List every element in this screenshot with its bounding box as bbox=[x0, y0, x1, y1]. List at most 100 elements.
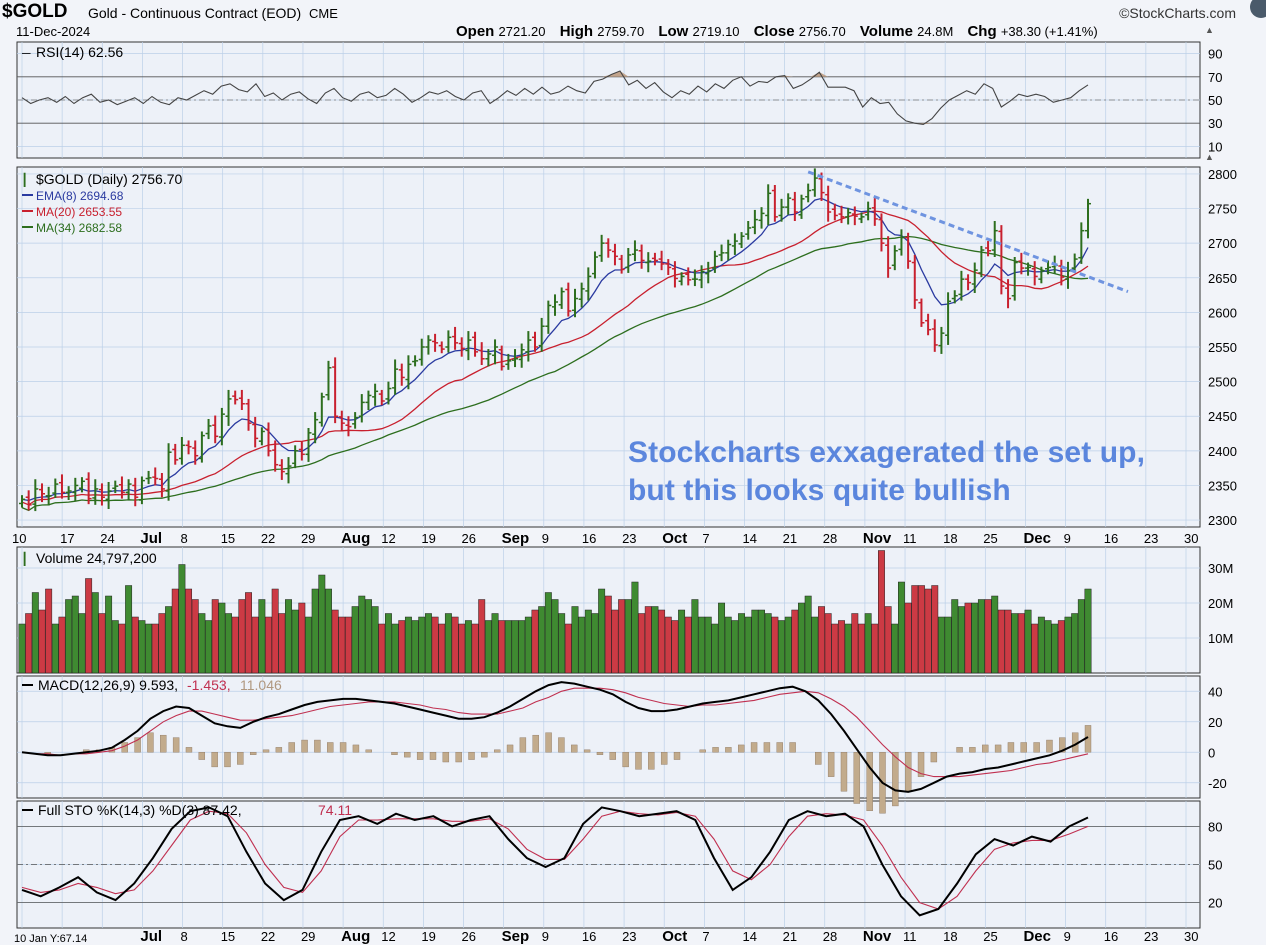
volume-bar bbox=[225, 613, 232, 674]
price-legend-icon: ┃ bbox=[21, 172, 28, 187]
macd-histogram-bar bbox=[339, 742, 347, 753]
macd-histogram-bar bbox=[442, 752, 450, 763]
macd-histogram-bar bbox=[391, 752, 398, 755]
volume-bar bbox=[404, 616, 412, 674]
volume-bar bbox=[824, 613, 832, 674]
volume-bar bbox=[378, 623, 386, 674]
volume-bar bbox=[871, 623, 879, 674]
volume-bar bbox=[658, 609, 666, 674]
x-axis-label: 21 bbox=[783, 531, 797, 546]
chart-annotation: Stockcharts exxagerated the set up, but … bbox=[628, 434, 1145, 510]
volume-bar bbox=[811, 616, 819, 674]
price-tick-label: 2550 bbox=[1208, 340, 1237, 355]
macd-histogram-bar bbox=[609, 752, 616, 760]
volume-bar bbox=[718, 602, 726, 674]
legend-entry: MA(34) 2682.58 bbox=[36, 221, 122, 235]
macd-histogram-bar bbox=[352, 744, 360, 753]
x-axis-label: 29 bbox=[301, 531, 315, 546]
volume-bar bbox=[804, 595, 812, 674]
macd-histogram-bar bbox=[969, 747, 976, 753]
volume-bar bbox=[365, 599, 372, 674]
volume-bar bbox=[651, 606, 659, 674]
sto-title: Full STO %K(14,3) %D(3) 87.42, bbox=[38, 802, 242, 818]
price-tick-label: 2600 bbox=[1208, 305, 1237, 320]
macd-histogram-bar bbox=[1020, 742, 1027, 753]
macd-histogram-bar bbox=[468, 752, 475, 760]
volume-bar bbox=[964, 602, 972, 674]
x-axis-label: 30 bbox=[1184, 531, 1198, 546]
x-axis-label: Nov bbox=[863, 530, 892, 547]
volume-bar bbox=[31, 592, 39, 674]
volume-bar bbox=[791, 609, 799, 674]
volume-bar bbox=[45, 588, 53, 674]
volume-bar bbox=[644, 606, 652, 674]
macd-histogram-bar bbox=[314, 739, 321, 753]
price-tick-label: 2500 bbox=[1208, 375, 1237, 390]
x-axis-label: 15 bbox=[221, 531, 235, 546]
volume-bar bbox=[311, 588, 319, 674]
volume-bar bbox=[931, 585, 939, 674]
volume-bar bbox=[298, 602, 306, 674]
volume-bar bbox=[518, 620, 526, 674]
volume-bar bbox=[744, 616, 752, 674]
exchange-text: CME bbox=[308, 6, 338, 21]
volume-bar bbox=[944, 616, 952, 674]
annotation-line-1: Stockcharts exxagerated the set up, bbox=[628, 436, 1146, 469]
price-tick-label: 2300 bbox=[1208, 513, 1237, 528]
volume-bar bbox=[957, 606, 965, 674]
macd-histogram-bar bbox=[956, 747, 963, 753]
volume-bar bbox=[398, 620, 406, 674]
volume-bar bbox=[211, 599, 219, 674]
macd-tick-label: -20 bbox=[1208, 776, 1227, 791]
x-axis-label-bottom: 7 bbox=[702, 929, 709, 944]
x-axis-label: 9 bbox=[542, 531, 549, 546]
x-axis-label: 26 bbox=[462, 531, 476, 546]
macd-histogram-bar bbox=[288, 742, 295, 753]
x-axis-label: 24 bbox=[100, 531, 114, 546]
x-axis-label-bottom: Oct bbox=[662, 928, 687, 945]
volume-bar bbox=[604, 595, 612, 674]
volume-bar bbox=[818, 606, 825, 674]
volume-bar bbox=[691, 599, 699, 674]
volume-tick-label: 30M bbox=[1208, 561, 1233, 576]
x-axis-label-bottom: 22 bbox=[261, 929, 275, 944]
x-axis-label-bottom: 16 bbox=[582, 929, 596, 944]
macd-histogram-bar bbox=[763, 742, 771, 753]
volume-bar bbox=[491, 613, 499, 674]
x-axis-label: 23 bbox=[622, 531, 636, 546]
macd-histogram-bar bbox=[211, 752, 218, 768]
volume-title: Volume 24,797,200 bbox=[36, 550, 157, 566]
volume-bar bbox=[698, 616, 706, 674]
volume-bar bbox=[678, 609, 686, 674]
macd-histogram-bar bbox=[596, 752, 604, 755]
macd-histogram-bar bbox=[750, 742, 758, 753]
volume-bar bbox=[784, 616, 792, 674]
close-value: 2756.70 bbox=[798, 24, 846, 39]
volume-bar bbox=[325, 588, 332, 674]
volume-bar bbox=[205, 620, 213, 674]
x-axis-label: 9 bbox=[1064, 531, 1071, 546]
volume-bar bbox=[231, 616, 239, 674]
macd-histogram-bar bbox=[648, 752, 655, 770]
macd-histogram-bar bbox=[185, 747, 193, 753]
macd-histogram-bar bbox=[275, 747, 283, 753]
corner-button[interactable] bbox=[1250, 0, 1266, 18]
volume-bar bbox=[504, 620, 512, 674]
footer-note-bg bbox=[10, 930, 122, 945]
macd-histogram-bar bbox=[416, 752, 424, 760]
source-link[interactable]: ©StockCharts.com bbox=[1119, 5, 1236, 21]
volume-label: Volume bbox=[859, 23, 913, 40]
volume-bar bbox=[751, 609, 759, 674]
volume-bar bbox=[1064, 616, 1072, 674]
volume-bar bbox=[984, 599, 992, 674]
volume-bar bbox=[898, 581, 905, 674]
volume-bar bbox=[158, 613, 166, 674]
open-value: 2721.20 bbox=[498, 24, 546, 39]
volume-bar bbox=[884, 606, 892, 674]
volume-bar bbox=[145, 623, 153, 674]
volume-bar bbox=[798, 602, 805, 674]
x-axis-label-bottom: 18 bbox=[943, 929, 957, 944]
x-axis-label: Dec bbox=[1023, 530, 1051, 547]
volume-bar bbox=[484, 620, 492, 674]
volume-bar bbox=[844, 623, 852, 674]
